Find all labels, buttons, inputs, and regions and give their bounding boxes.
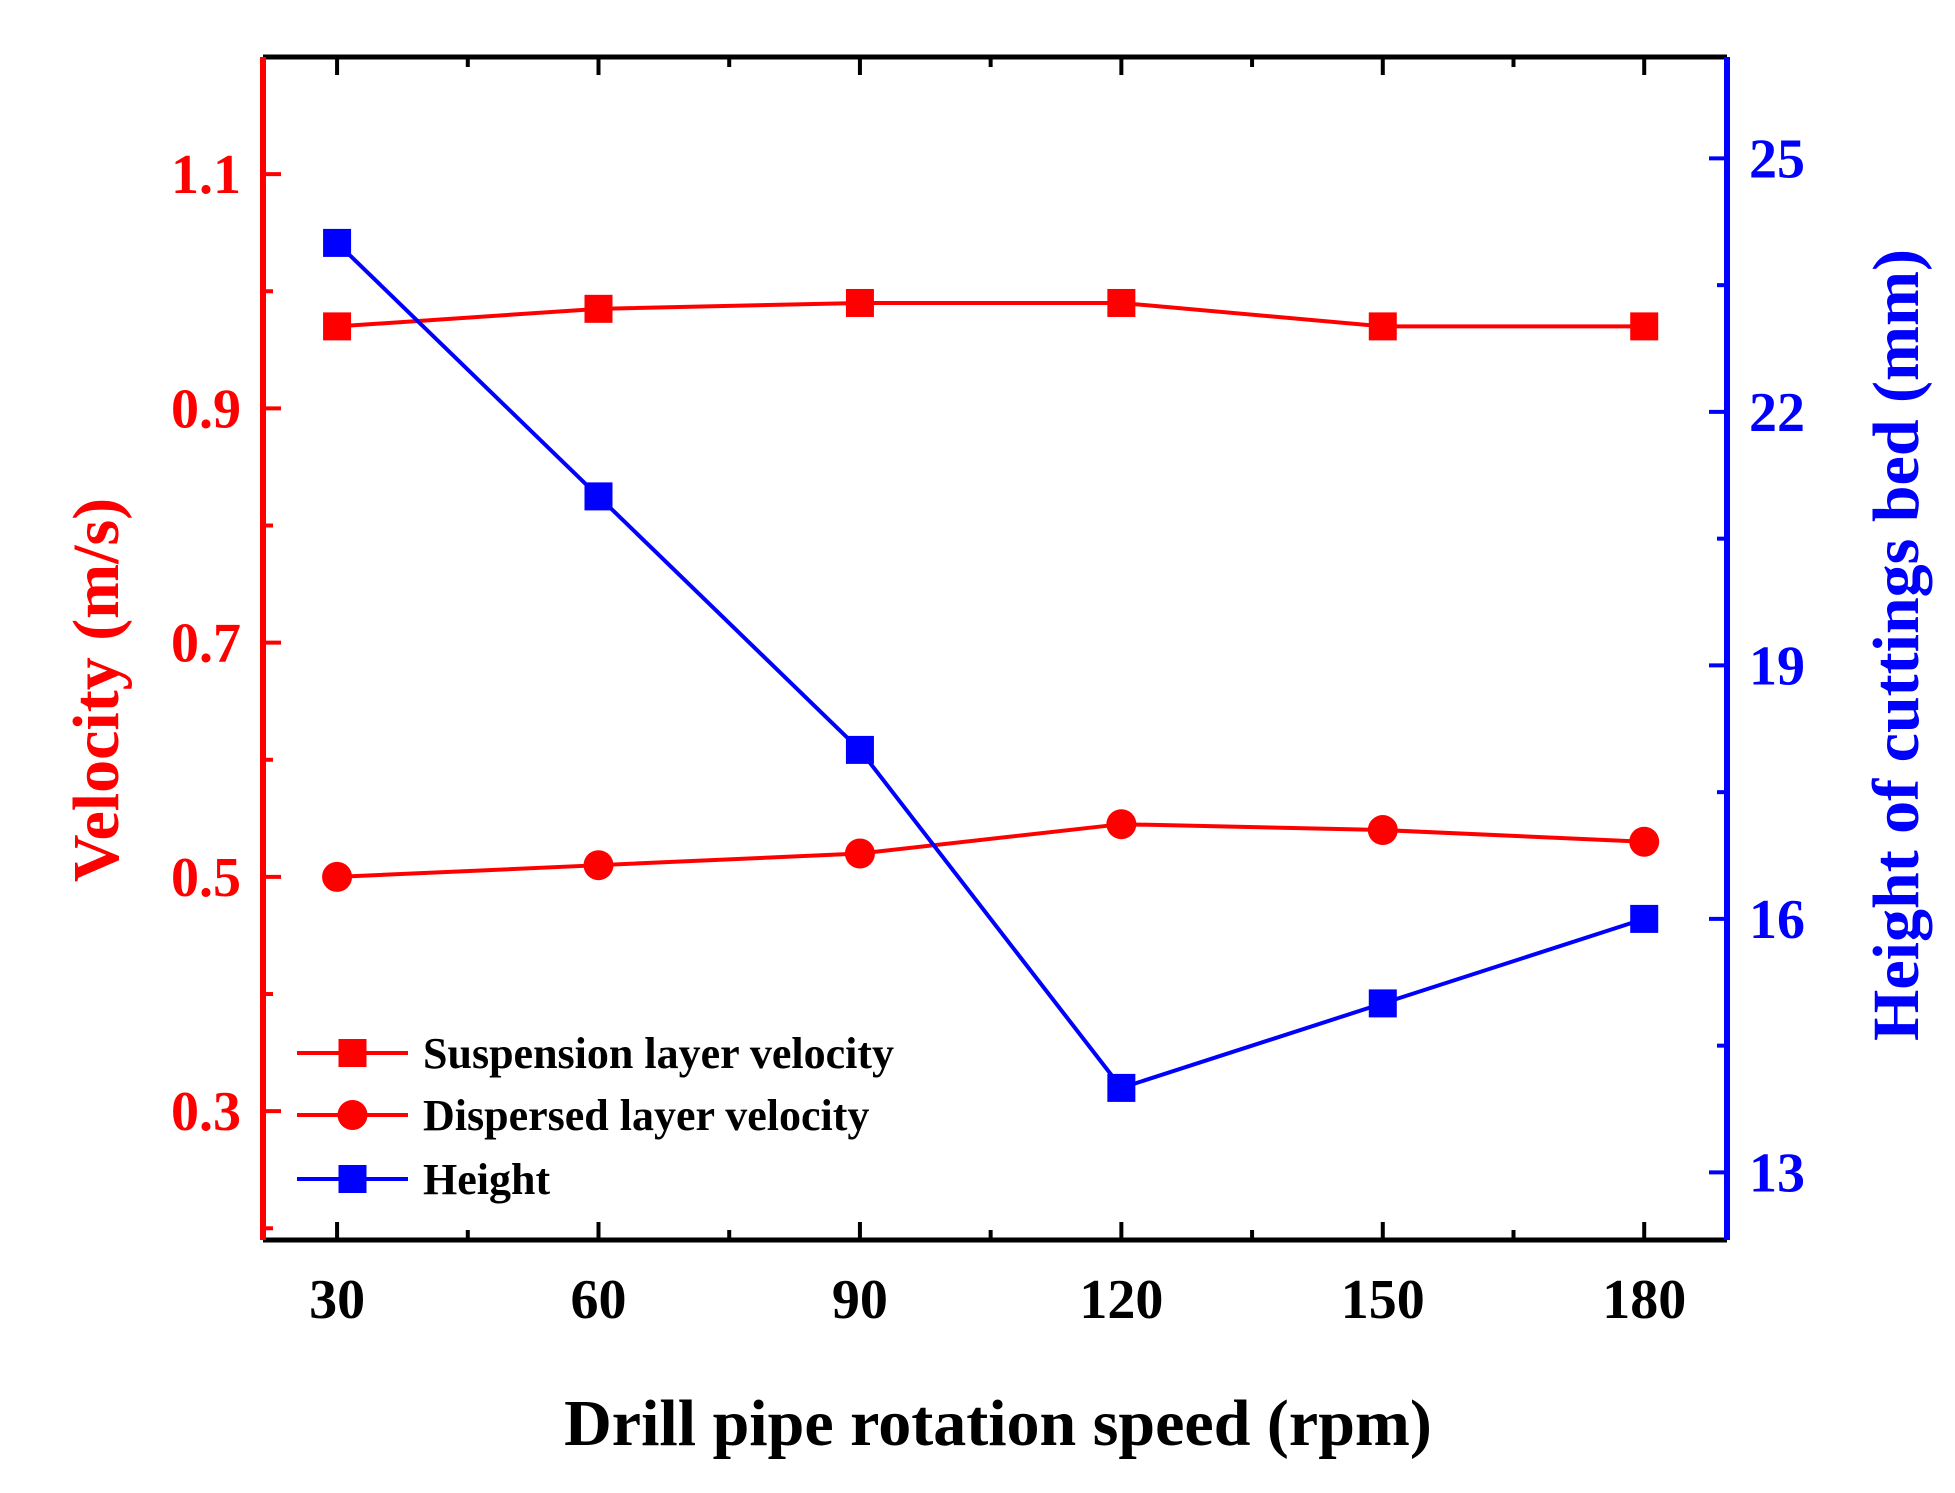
series-line-3 [335, 241, 1645, 1091]
legend-marker-square [338, 1165, 367, 1193]
data-point-square [1107, 288, 1136, 317]
legend-marker-circle [337, 1100, 368, 1130]
series-line-2 [336, 822, 1645, 879]
right-y-tick-label: 19 [1749, 635, 1805, 697]
legend-marker-square [338, 1039, 367, 1067]
data-point-square [1630, 904, 1659, 933]
data-point-circle [1629, 826, 1660, 857]
data-point-square [845, 288, 874, 317]
left-y-tick-label: 0.7 [171, 613, 241, 675]
right-y-tick-label: 25 [1749, 128, 1805, 190]
data-point-circle [1367, 815, 1398, 846]
left-y-tick-label: 0.9 [171, 378, 241, 440]
x-tick-label: 120 [1079, 1269, 1163, 1331]
data-point-square [1368, 989, 1397, 1018]
left-y-axis-title: Velocity (m/s) [60, 498, 133, 882]
data-point-square [323, 312, 352, 341]
legend-label: Height [423, 1155, 550, 1204]
data-point-square [1107, 1073, 1136, 1102]
data-point-square [845, 735, 874, 764]
data-point-square [1368, 312, 1397, 341]
left-y-tick-label: 1.1 [171, 144, 241, 206]
series-line-1 [336, 300, 1645, 329]
x-tick-label: 60 [571, 1269, 627, 1331]
x-tick-label: 30 [309, 1269, 365, 1331]
x-axis-title: Drill pipe rotation speed (rpm) [564, 1387, 1432, 1460]
right-y-tick-label: 22 [1749, 382, 1805, 444]
data-point-circle [1106, 809, 1137, 840]
data-point-square [1630, 312, 1659, 341]
right-y-tick-label: 16 [1749, 889, 1805, 951]
right-y-axis-title: Height of cuttings bed (mm) [1860, 249, 1933, 1041]
data-point-circle [583, 850, 614, 881]
left-y-tick-label: 0.5 [171, 847, 241, 909]
right-y-tick-label: 13 [1749, 1142, 1805, 1204]
x-tick-label: 90 [832, 1269, 888, 1331]
data-point-square [584, 294, 613, 323]
data-point-square [323, 228, 352, 257]
x-tick-label: 150 [1341, 1269, 1425, 1331]
x-tick-label: 180 [1602, 1269, 1686, 1331]
legend-label: Suspension layer velocity [423, 1029, 894, 1078]
left-y-tick-label: 0.3 [171, 1081, 241, 1143]
data-point-circle [322, 861, 353, 892]
data-point-square [584, 482, 613, 511]
data-point-circle [844, 838, 875, 869]
legend-label: Dispersed layer velocity [423, 1091, 869, 1140]
